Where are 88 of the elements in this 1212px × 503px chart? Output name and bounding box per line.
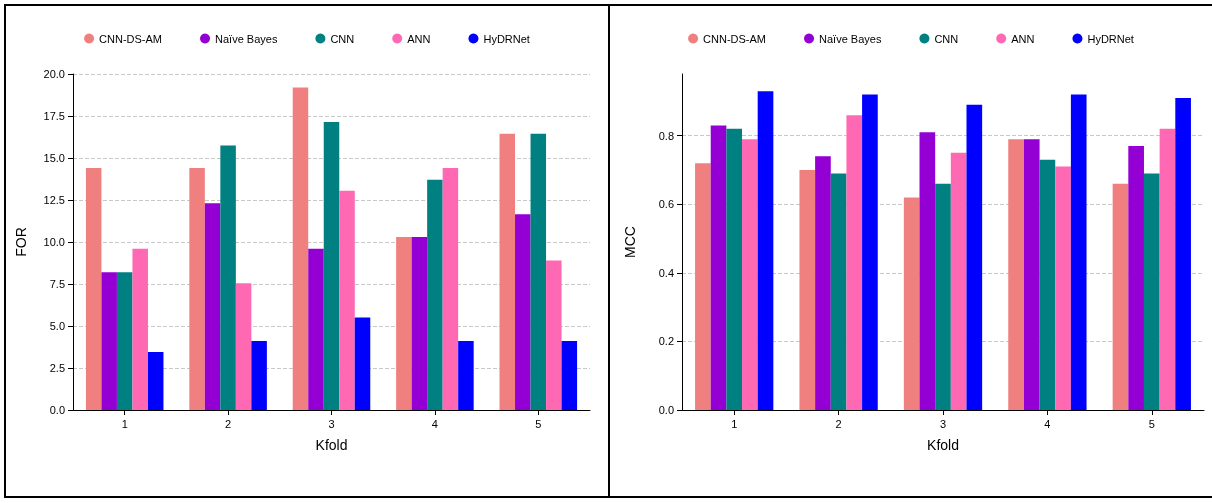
legend-label: CNN-DS-AM [99,32,163,45]
x-tick-label: 4 [431,417,438,430]
bar [1055,166,1071,410]
bar [132,248,148,410]
legend-label: ANN [1011,32,1035,45]
x-tick-label: 5 [1148,417,1155,430]
bar [1070,94,1087,410]
y-tick-label: 7.5 [49,278,65,290]
legend-label: HyDRNet [1087,32,1134,45]
bar [846,115,863,410]
bar [742,139,758,410]
bar [1128,146,1144,410]
legend-label: Naïve Bayes [819,32,882,45]
bar [308,248,324,410]
bar [499,133,516,410]
bar [339,190,355,410]
bar [515,214,531,410]
bar [815,156,831,410]
x-tick-label: 2 [225,417,232,430]
y-tick-label: 0.6 [658,198,674,211]
bar [710,125,727,410]
x-tick-label: 1 [121,417,128,430]
bar [147,352,164,410]
y-tick-label: 12.5 [43,194,65,206]
bar [411,236,428,410]
bar [396,236,412,410]
bar [354,317,371,410]
x-tick-label: 3 [328,417,335,430]
x-tick-label: 2 [835,417,842,430]
x-tick-label: 5 [535,417,542,430]
bar [220,145,236,410]
bar [862,94,878,410]
bar [966,104,983,410]
bar [1039,159,1056,410]
y-axis-title: FOR [13,227,29,257]
bar [950,152,967,410]
bar [530,133,547,410]
y-tick-label: 0.2 [658,335,674,348]
bar [1112,183,1129,410]
x-tick-label: 1 [731,417,738,430]
bar [903,197,920,410]
bar [1023,139,1040,410]
x-axis-title: Kfold [315,437,348,453]
x-tick-label: 3 [939,417,947,430]
legend-label: CNN [330,32,355,45]
bar [235,283,252,410]
bar [935,183,951,410]
y-tick-label: 2.5 [49,362,65,374]
bar [799,170,816,410]
bar [85,168,102,410]
y-tick-label: 0.4 [658,266,674,279]
bar [458,341,474,410]
bar [830,173,847,410]
y-tick-label: 0.0 [658,404,674,416]
bar [101,272,117,410]
y-axis-title: MCC [622,226,638,258]
bar [546,260,562,410]
bar [561,341,578,410]
legend-label: HyDRNet [483,32,530,45]
bar [695,163,711,410]
bar [189,168,205,410]
bar [919,132,936,410]
bar [292,87,309,410]
bar [1159,128,1176,410]
bar [1143,173,1160,410]
legend-label: ANN [407,32,431,45]
y-tick-label: 15.0 [43,152,65,164]
y-tick-label: 5.0 [49,320,65,332]
y-tick-label: 20.0 [43,68,65,80]
legend-label: Naïve Bayes [215,32,278,45]
bar [726,128,743,410]
y-tick-label: 0.8 [658,129,674,142]
y-tick-label: 0.0 [49,404,65,416]
bar [1008,139,1024,410]
y-tick-label: 17.5 [43,110,65,122]
bar [427,179,443,410]
bar [251,341,267,410]
bar [204,203,221,410]
y-tick-label: 10.0 [43,236,65,248]
legend-label: CNN [934,32,959,45]
bar [442,168,459,410]
legend-label: CNN-DS-AM [703,32,767,45]
bar [1175,98,1191,410]
x-axis-title: Kfold [927,437,959,453]
bar [757,91,774,410]
x-tick-label: 4 [1044,417,1051,430]
bar [116,272,133,410]
bar [323,121,340,410]
